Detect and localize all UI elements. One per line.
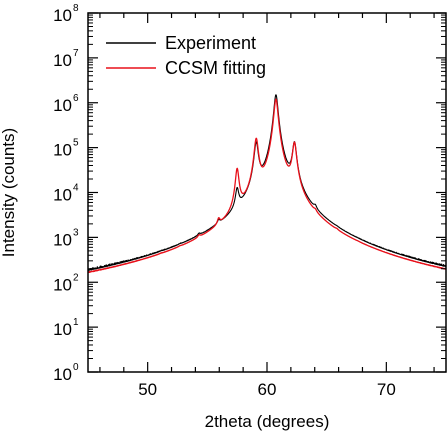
series-line-ccsm-fitting xyxy=(88,98,446,273)
legend-label: Experiment xyxy=(165,33,256,53)
y-tick-label: 10 xyxy=(53,230,72,249)
legend-label: CCSM fitting xyxy=(165,58,266,78)
y-tick-label: 10 xyxy=(53,96,72,115)
y-tick-exponent: 7 xyxy=(73,48,79,59)
y-tick-label: 10 xyxy=(53,141,72,160)
y-tick-label: 10 xyxy=(53,186,72,205)
plot-frame xyxy=(87,12,447,373)
legend: Experiment CCSM fitting xyxy=(106,33,266,78)
y-tick-exponent: 0 xyxy=(73,362,79,373)
y-axis-title: Intensity (counts) xyxy=(0,128,18,257)
y-tick-exponent: 1 xyxy=(73,317,79,328)
x-tick-label: 70 xyxy=(377,380,396,399)
y-tick-exponent: 5 xyxy=(73,138,79,149)
x-tick-label: 50 xyxy=(138,380,157,399)
y-tick-exponent: 6 xyxy=(73,93,79,104)
y-tick-exponent: 2 xyxy=(73,272,79,283)
y-tick-label: 10 xyxy=(53,51,72,70)
y-tick-label: 10 xyxy=(53,365,72,384)
x-tick-label: 60 xyxy=(258,380,277,399)
y-tick-exponent: 3 xyxy=(73,227,79,238)
y-tick-exponent: 8 xyxy=(73,3,79,14)
y-tick-label: 10 xyxy=(53,6,72,25)
x-axis-title: 2theta (degrees) xyxy=(205,412,330,431)
series-line-experiment xyxy=(88,94,446,271)
y-tick-label: 10 xyxy=(53,320,72,339)
y-tick-exponent: 4 xyxy=(73,183,79,194)
y-tick-label: 10 xyxy=(53,275,72,294)
ticks-layer xyxy=(88,12,446,373)
series-layer xyxy=(88,94,446,273)
